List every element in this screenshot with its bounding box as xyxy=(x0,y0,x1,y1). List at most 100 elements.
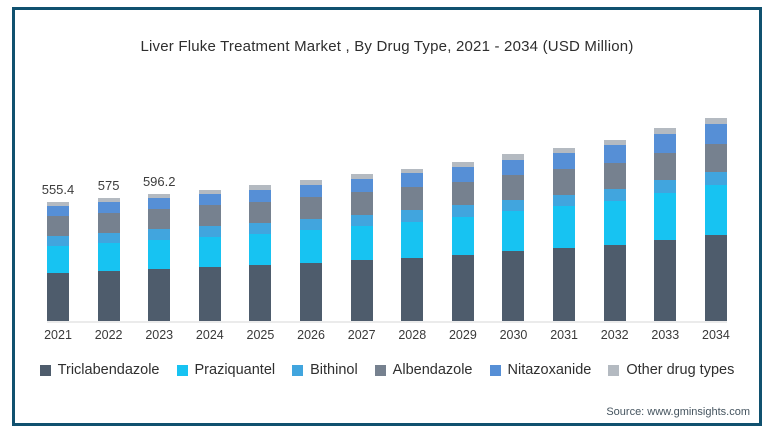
chart-frame: Liver Fluke Treatment Market , By Drug T… xyxy=(12,7,762,426)
legend-swatch-icon xyxy=(489,364,501,376)
bar-segment-albendazole-2027 xyxy=(350,192,373,215)
bar-2025 xyxy=(249,185,272,321)
x-axis-label-2028: 2028 xyxy=(398,328,427,342)
bar-segment-triclabendazole-2027 xyxy=(350,260,373,321)
bar-segment-praziquantel-2031 xyxy=(553,206,576,249)
legend: Triclabendazole Praziquantel Bithinol Alben… xyxy=(15,362,759,378)
bar-2032 xyxy=(603,139,626,321)
bar-2021: 555.4 xyxy=(42,182,74,321)
bar-2030 xyxy=(502,154,525,321)
bar-segment-other-drug-types-2026 xyxy=(300,180,323,185)
bar-2028 xyxy=(401,168,424,321)
bar-segment-nitazoxanide-2030 xyxy=(502,159,525,176)
x-axis-label-2029: 2029 xyxy=(448,328,477,342)
legend-label: Albendazole xyxy=(392,362,473,378)
legend-label: Triclabendazole xyxy=(57,362,160,378)
x-axis-label-2024: 2024 xyxy=(195,328,224,342)
bar-segment-praziquantel-2022 xyxy=(97,243,120,271)
x-axis-label-2030: 2030 xyxy=(499,328,528,342)
bar-segment-other-drug-types-2021 xyxy=(47,202,69,207)
bar-segment-other-drug-types-2028 xyxy=(401,168,424,174)
bar-segment-nitazoxanide-2023 xyxy=(148,197,171,209)
x-axis-label-2021: 2021 xyxy=(44,328,72,342)
bar-2023: 596.2 xyxy=(143,174,175,321)
bar-segment-bithinol-2031 xyxy=(553,194,576,207)
bar-segment-albendazole-2030 xyxy=(502,175,525,200)
bar-segment-other-drug-types-2030 xyxy=(502,154,525,160)
bar-segment-praziquantel-2026 xyxy=(300,229,323,263)
bar-segment-triclabendazole-2024 xyxy=(198,267,221,321)
bar-segment-albendazole-2026 xyxy=(300,197,323,220)
legend-item-other-drug-types: Other drug types xyxy=(608,362,734,378)
bar-2024 xyxy=(198,189,221,321)
bar-segment-albendazole-2031 xyxy=(553,169,576,195)
bar-segment-triclabendazole-2021 xyxy=(47,272,69,321)
bar-segment-praziquantel-2025 xyxy=(249,233,272,266)
bar-segment-nitazoxanide-2027 xyxy=(350,178,373,193)
legend-item-albendazole: Albendazole xyxy=(374,362,473,378)
bar-segment-bithinol-2022 xyxy=(97,232,120,244)
bar-segment-praziquantel-2034 xyxy=(704,184,727,235)
x-axis-label-2025: 2025 xyxy=(246,328,275,342)
bar-2031 xyxy=(553,147,576,321)
x-axis-label-2033: 2033 xyxy=(651,328,680,342)
bar-segment-other-drug-types-2024 xyxy=(198,189,221,194)
bar-segment-bithinol-2021 xyxy=(47,236,69,247)
bar-segment-praziquantel-2023 xyxy=(148,239,171,269)
bar-segment-nitazoxanide-2034 xyxy=(704,123,727,144)
bar-segment-praziquantel-2033 xyxy=(654,192,677,240)
bar-segment-bithinol-2030 xyxy=(502,199,525,212)
bar-segment-triclabendazole-2028 xyxy=(401,257,424,321)
x-axis-label-2023: 2023 xyxy=(145,328,174,342)
bar-segment-other-drug-types-2032 xyxy=(603,139,626,146)
x-axis-label-2032: 2032 xyxy=(600,328,629,342)
bar-segment-triclabendazole-2030 xyxy=(502,251,525,321)
bar-segment-triclabendazole-2033 xyxy=(654,239,677,321)
bar-segment-other-drug-types-2027 xyxy=(350,174,373,179)
x-axis-label-2031: 2031 xyxy=(550,328,578,342)
bar-segment-albendazole-2032 xyxy=(603,162,626,189)
bar-segment-nitazoxanide-2021 xyxy=(47,206,69,217)
bar-segment-praziquantel-2024 xyxy=(198,236,221,268)
bar-segment-other-drug-types-2025 xyxy=(249,185,272,190)
bar-segment-nitazoxanide-2029 xyxy=(451,166,474,182)
legend-label: Bithinol xyxy=(310,362,358,378)
bar-segment-triclabendazole-2032 xyxy=(603,244,626,321)
bar-2022: 575 xyxy=(97,178,120,321)
source-text: Source: www.gminsights.com xyxy=(606,406,750,418)
bar-segment-bithinol-2029 xyxy=(451,205,474,217)
bar-segment-albendazole-2023 xyxy=(148,208,171,230)
legend-swatch-icon xyxy=(39,364,51,376)
bar-segment-other-drug-types-2034 xyxy=(704,117,727,124)
bar-segment-triclabendazole-2031 xyxy=(553,248,576,321)
bar-segment-praziquantel-2021 xyxy=(47,246,69,273)
legend-label: Other drug types xyxy=(626,362,735,378)
legend-label: Nitazoxanide xyxy=(507,362,592,378)
legend-item-nitazoxanide: Nitazoxanide xyxy=(489,362,592,378)
legend-swatch-icon xyxy=(176,364,188,376)
bar-segment-bithinol-2025 xyxy=(249,222,272,234)
bar-2034 xyxy=(704,117,727,321)
bar-2027 xyxy=(350,174,373,321)
bar-segment-albendazole-2028 xyxy=(401,187,424,211)
bar-2029 xyxy=(451,161,474,321)
bar-segment-other-drug-types-2029 xyxy=(451,161,474,167)
bar-segment-praziquantel-2032 xyxy=(603,200,626,245)
x-axis-labels: 2021 2022 2023 2024 2025 2026 2027 2028 2029 2030… xyxy=(44,328,730,342)
bar-segment-albendazole-2021 xyxy=(47,216,69,237)
legend-item-praziquantel: Praziquantel xyxy=(176,362,275,378)
bar-value-label-2023: 596.2 xyxy=(142,173,176,189)
bar-segment-nitazoxanide-2024 xyxy=(198,193,221,206)
bar-segment-triclabendazole-2022 xyxy=(97,270,120,321)
legend-swatch-icon xyxy=(608,364,620,376)
bar-segment-bithinol-2032 xyxy=(603,188,626,201)
x-axis-label-2034: 2034 xyxy=(702,328,730,342)
bar-segment-bithinol-2028 xyxy=(401,210,424,222)
bar-segment-other-drug-types-2023 xyxy=(148,193,171,198)
bar-segment-bithinol-2026 xyxy=(300,219,323,230)
bar-segment-triclabendazole-2034 xyxy=(704,234,727,321)
bar-segment-nitazoxanide-2028 xyxy=(401,173,424,188)
bars-container: 555.4 575 596.2 xyxy=(42,114,727,323)
bar-segment-praziquantel-2028 xyxy=(401,221,424,258)
bar-segment-bithinol-2034 xyxy=(704,171,727,185)
